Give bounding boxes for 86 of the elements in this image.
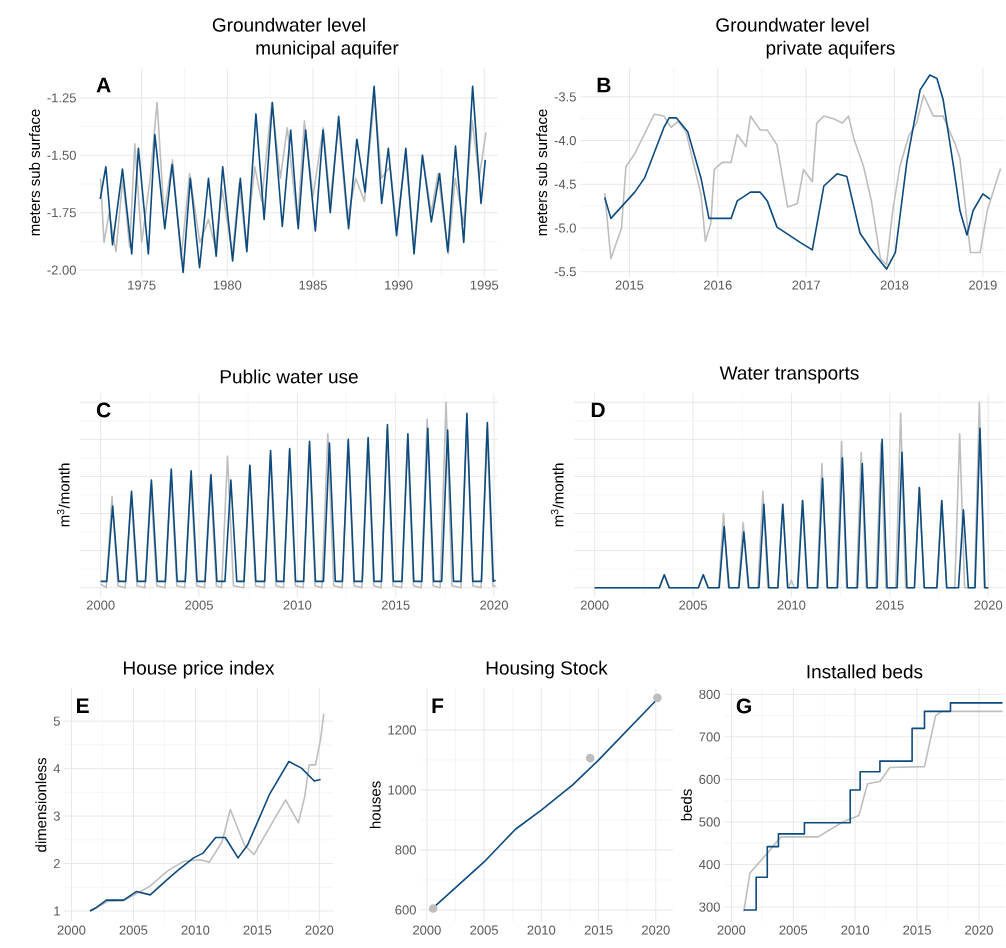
x-tick-label: 2019 [969, 280, 997, 290]
x-tick-label: 1995 [470, 280, 499, 290]
y-tick-label: 1000 [388, 785, 416, 795]
annotation: F [432, 698, 444, 713]
chart-title: Groundwater level [212, 17, 365, 32]
x-tick-label: 2015 [615, 280, 644, 290]
x-tick-label: 2020 [965, 925, 993, 935]
y-axis-title: dimensionless [35, 758, 47, 852]
x-tick-label: 2015 [876, 600, 904, 610]
x-tick-label: 2010 [841, 925, 870, 935]
x-tick-label: 2010 [283, 600, 312, 610]
chart-title: Water transports [719, 366, 859, 384]
y-tick-label: -1.50 [47, 150, 76, 160]
y-tick-label: -1.75 [47, 208, 76, 218]
x-tick-label: 2016 [704, 280, 732, 290]
y-tick-label: 2 [53, 859, 60, 869]
y-tick-label: 400 [699, 859, 720, 870]
x-tick-label: 2000 [717, 925, 746, 935]
x-tick-label: 1985 [299, 280, 327, 290]
y-tick-label: 500 [699, 817, 720, 827]
y-tick-label: 1200 [388, 725, 416, 735]
y-tick-label: 600 [395, 905, 416, 915]
x-tick-label: 2015 [243, 925, 272, 935]
annotation: B [597, 77, 611, 93]
x-tick-label: 2005 [185, 600, 213, 610]
x-tick-label: 2010 [777, 600, 806, 610]
y-tick-label: 700 [699, 732, 720, 742]
y-tick-label: -5.5 [554, 267, 576, 277]
point [585, 753, 595, 763]
point [653, 693, 662, 703]
x-tick-label: 2000 [57, 925, 86, 935]
y-tick-label: 300 [699, 902, 720, 912]
chart-title: House price index [124, 660, 275, 679]
x-tick-label: 2015 [903, 925, 931, 935]
y-tick-label: -1.25 [47, 93, 76, 103]
chart-subtitle: municipal aquifer [256, 40, 399, 59]
x-tick-label: 1980 [213, 280, 242, 290]
y-tick-label: 3 [53, 811, 60, 821]
chart-title: Housing Stock [486, 660, 608, 679]
y-tick-label: 5 [53, 716, 60, 726]
chart-title: Installed beds [807, 664, 923, 679]
x-tick-label: 2020 [480, 600, 508, 610]
y-tick-label: -4.0 [554, 135, 576, 146]
x-tick-label: 2005 [470, 925, 498, 935]
y-tick-label: -5.0 [554, 223, 576, 233]
annotation: C [96, 402, 111, 418]
y-tick-label: 1 [54, 906, 60, 916]
y-axis-title: m$^{3}$/month [56, 463, 70, 527]
x-tick-label: 2018 [880, 280, 909, 290]
x-tick-label: 2000 [86, 600, 115, 610]
x-tick-label: 2020 [974, 600, 1003, 610]
y-tick-label: -2.00 [47, 265, 76, 275]
y-axis-title: beds [680, 789, 692, 821]
x-tick-label: 2000 [413, 925, 441, 935]
annotation: D [591, 402, 605, 418]
x-tick-label: 2010 [181, 925, 210, 935]
x-tick-label: 2020 [305, 925, 334, 935]
x-tick-label: 2017 [792, 280, 820, 290]
x-tick-label: 1975 [128, 280, 156, 290]
point [428, 904, 438, 913]
x-tick-label: 2005 [119, 925, 148, 935]
x-tick-label: 2015 [381, 600, 410, 610]
x-tick-label: 1990 [385, 280, 413, 290]
y-tick-label: 600 [699, 774, 720, 785]
x-tick-label: 2005 [679, 600, 707, 610]
y-tick-label: -4.5 [554, 179, 576, 189]
annotation: A [96, 77, 111, 93]
x-tick-label: 2020 [642, 925, 670, 935]
y-tick-label: 4 [53, 764, 61, 774]
chart-subtitle: private aquifers [766, 40, 895, 59]
annotation: E [77, 698, 89, 713]
x-tick-label: 2015 [584, 925, 613, 935]
chart-title: Groundwater level [716, 17, 869, 32]
annotation: G [736, 698, 751, 714]
y-axis-title: houses [369, 781, 381, 829]
chart-title: Public water use [220, 369, 358, 384]
y-tick-label: 800 [395, 845, 416, 855]
y-axis-title: meters sub surface [536, 109, 548, 236]
x-tick-label: 2000 [580, 600, 609, 610]
y-axis-title: meters sub surface [28, 109, 40, 236]
y-tick-label: 800 [699, 689, 720, 699]
line-series [89, 760, 322, 912]
y-tick-label: -3.5 [554, 92, 576, 102]
x-tick-label: 2010 [527, 925, 556, 935]
x-tick-label: 2005 [779, 925, 808, 935]
y-axis-title: m$^{3}$/month [550, 463, 564, 527]
